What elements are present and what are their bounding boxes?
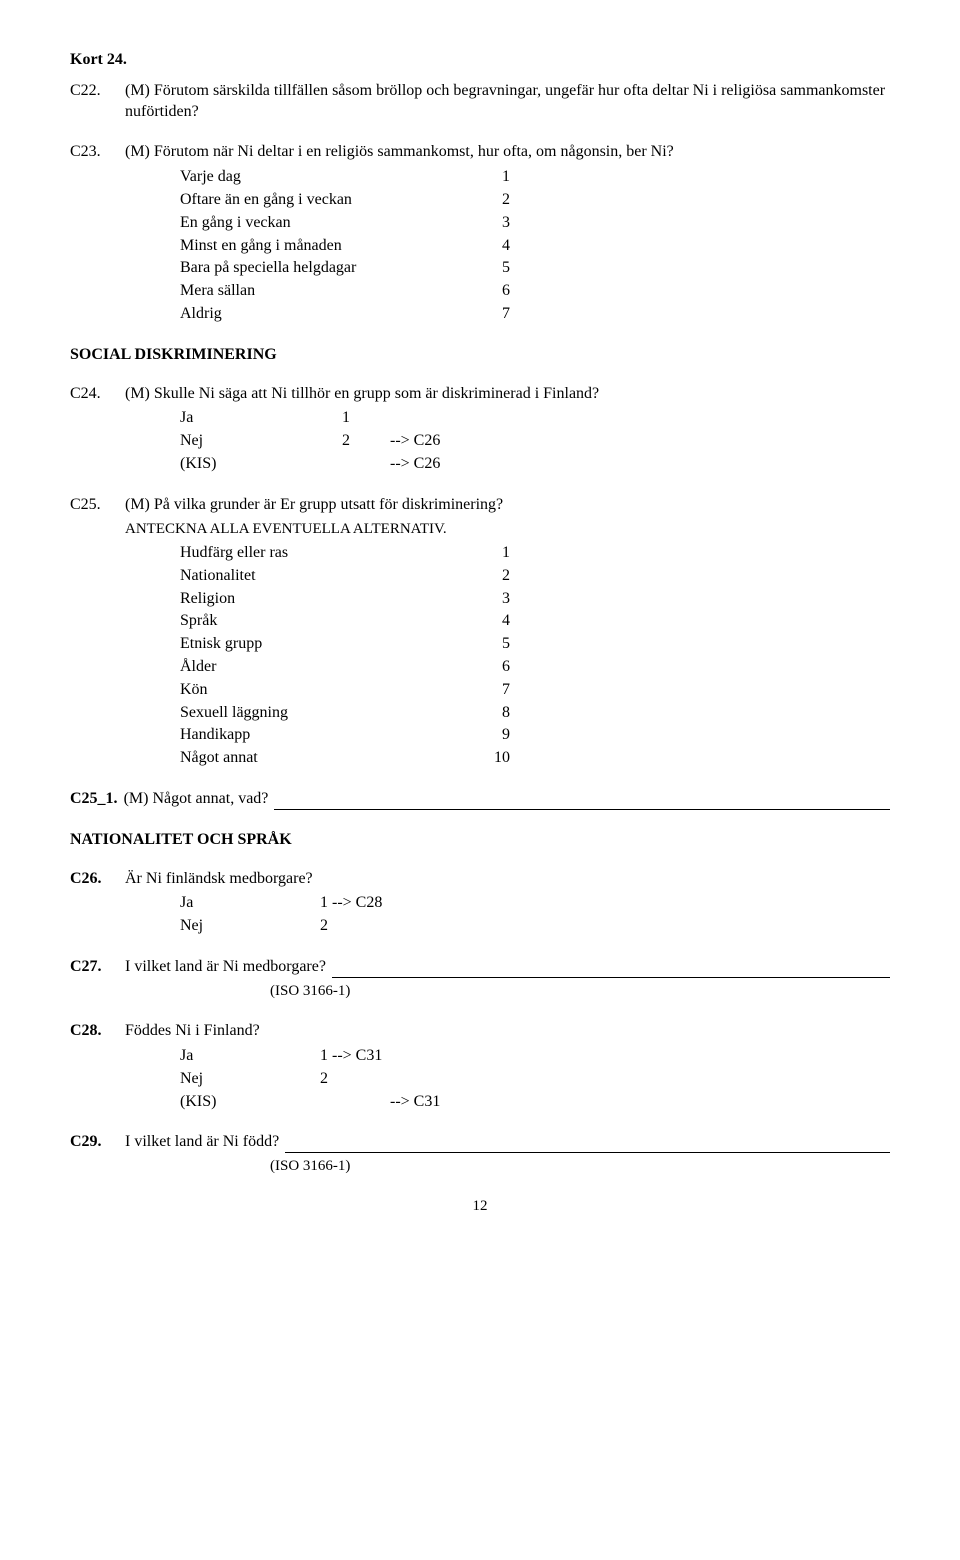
- c29-text: I vilket land är Ni född?: [125, 1132, 279, 1153]
- c25-1-text: (M) Något annat, vad?: [124, 789, 269, 810]
- section-nationality: NATIONALITET OCH SPRÅK: [70, 830, 890, 851]
- c23-text: (M) Förutom när Ni deltar i en religiös …: [125, 142, 890, 163]
- c27-fill-line[interactable]: [332, 961, 890, 978]
- c25-code: C25.: [70, 495, 125, 516]
- c29-fill-line[interactable]: [285, 1136, 890, 1153]
- c23-code: C23.: [70, 142, 125, 163]
- c25-1-code: C25_1.: [70, 789, 118, 810]
- c24-text: (M) Skulle Ni säga att Ni tillhör en gru…: [125, 384, 890, 405]
- c29-iso: (ISO 3166-1): [270, 1157, 890, 1177]
- c24-options: Ja1 Nej2--> C26 (KIS)--> C26: [180, 408, 890, 474]
- c24-code: C24.: [70, 384, 125, 405]
- c22-text: (M) Förutom särskilda tillfällen såsom b…: [125, 81, 890, 123]
- c27-code: C27.: [70, 957, 125, 978]
- c23-options: Varje dag1 Oftare än en gång i veckan2 E…: [180, 167, 890, 325]
- c28-code: C28.: [70, 1021, 125, 1042]
- c25-1-fill-line[interactable]: [274, 793, 890, 810]
- c28-options: Ja1 --> C31 Nej2 (KIS)--> C31: [180, 1046, 890, 1112]
- c27-iso: (ISO 3166-1): [270, 982, 890, 1002]
- c26-text: Är Ni finländsk medborgare?: [125, 869, 890, 890]
- c26-code: C26.: [70, 869, 125, 890]
- kort-heading: Kort 24.: [70, 50, 890, 71]
- c25-options: Hudfärg eller ras1 Nationalitet2 Religio…: [180, 543, 890, 769]
- c28-text: Föddes Ni i Finland?: [125, 1021, 890, 1042]
- c29-code: C29.: [70, 1132, 125, 1153]
- c25-note: ANTECKNA ALLA EVENTUELLA ALTERNATIV.: [125, 520, 890, 540]
- c22-code: C22.: [70, 81, 125, 123]
- c26-options: Ja1 --> C28 Nej2: [180, 893, 890, 937]
- c25-text: (M) På vilka grunder är Er grupp utsatt …: [125, 495, 890, 516]
- section-social: SOCIAL DISKRIMINERING: [70, 345, 890, 366]
- page-number: 12: [70, 1197, 890, 1217]
- c27-text: I vilket land är Ni medborgare?: [125, 957, 326, 978]
